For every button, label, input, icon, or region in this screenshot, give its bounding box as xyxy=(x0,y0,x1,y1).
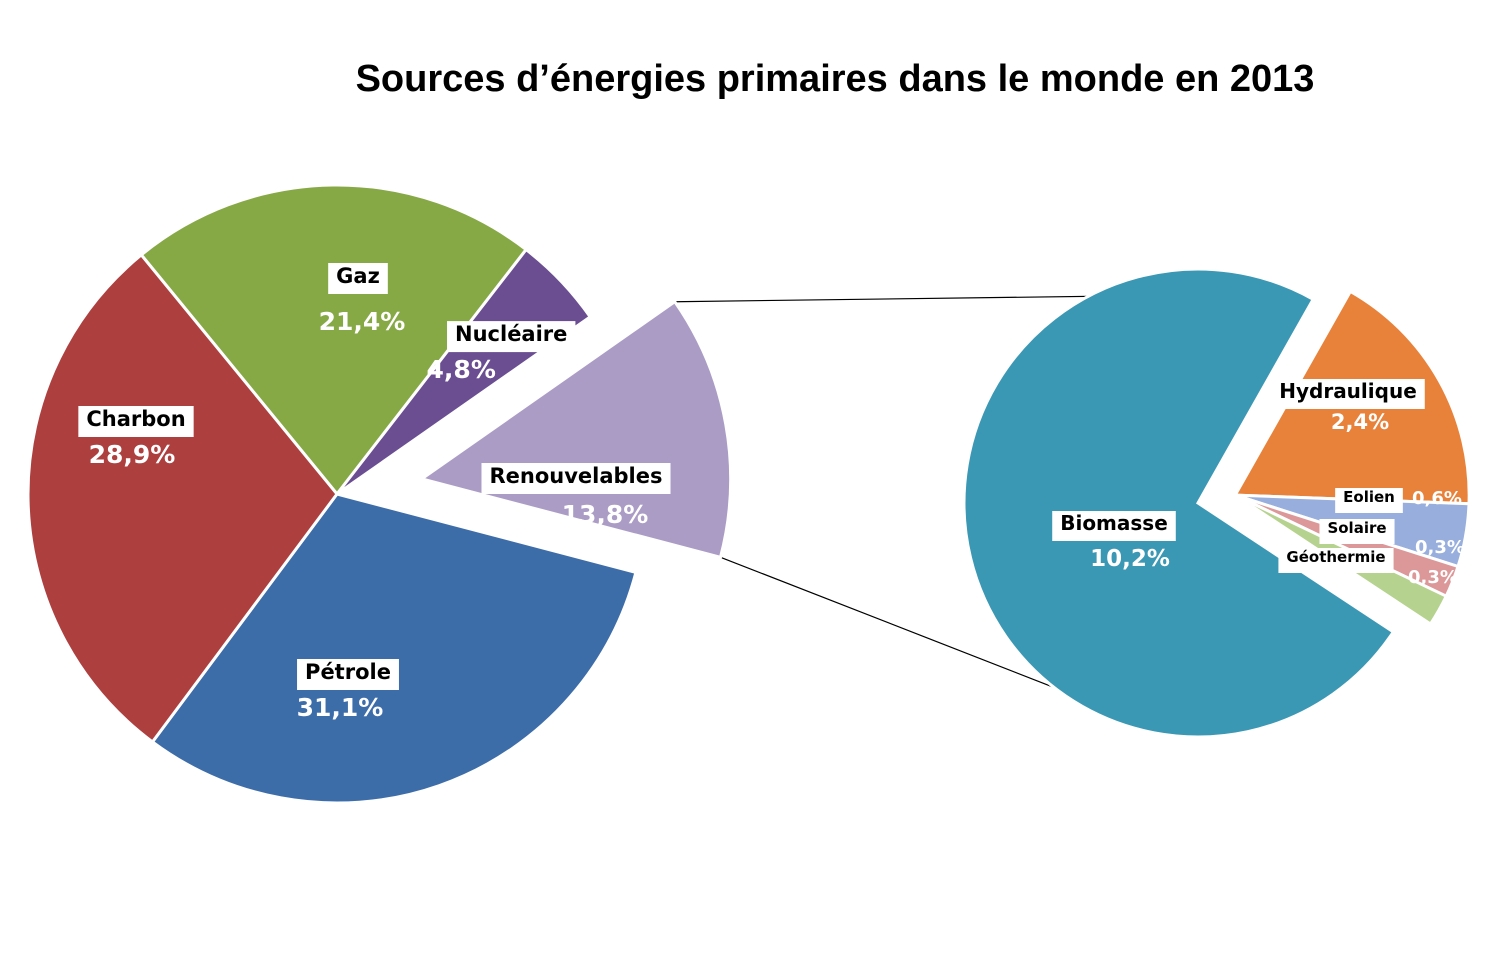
slice-name-label: Gaz xyxy=(336,264,380,288)
slice-name-label: Eolien xyxy=(1343,488,1395,506)
label-eolien: Eolien 0,6% xyxy=(1335,488,1462,513)
slice-name-background xyxy=(78,406,194,437)
slice-nucleaire xyxy=(335,247,593,496)
label-solaire: Solaire 0,3% xyxy=(1319,519,1465,558)
label-biomasse: Biomasse 10,2% xyxy=(1052,511,1176,572)
slice-value-label: 0,3% xyxy=(1415,537,1465,558)
slice-name-label: Hydraulique xyxy=(1279,379,1417,403)
slice-name-background xyxy=(447,321,576,353)
slice-gaz xyxy=(139,183,529,497)
connector-line-bottom xyxy=(720,556,1055,688)
slice-petrole xyxy=(150,492,638,805)
slice-name-label: Biomasse xyxy=(1060,511,1168,535)
label-petrole: Pétrole 31,1% xyxy=(297,659,399,722)
slice-name-background xyxy=(328,263,388,294)
chart-title: Sources d’énergies primaires dans le mon… xyxy=(355,58,1315,100)
label-geothermie: Géothermie 0,3% xyxy=(1278,548,1458,588)
label-hydraulique: Hydraulique 2,4% xyxy=(1271,379,1425,434)
slice-name-background xyxy=(1319,519,1395,544)
slice-name-label: Renouvelables xyxy=(489,464,662,488)
label-charbon: Charbon 28,9% xyxy=(78,406,194,469)
slice-name-label: Charbon xyxy=(86,407,185,431)
slice-name-label: Nucléaire xyxy=(455,322,567,346)
slice-charbon xyxy=(26,252,339,745)
slice-name-background xyxy=(1052,511,1176,541)
slice-value-label: 13,8% xyxy=(562,500,649,529)
slice-name-label: Géothermie xyxy=(1286,548,1385,566)
slice-value-label: 28,9% xyxy=(89,440,176,469)
slice-value-label: 31,1% xyxy=(297,693,384,722)
slice-labels: Gaz 21,4% Nucléaire 4,8% Renouvelables 13,8% P… xyxy=(78,263,1465,722)
slice-name-label: Solaire xyxy=(1327,519,1386,537)
slice-value-label: 0,6% xyxy=(1412,488,1462,509)
slice-value-label: 10,2% xyxy=(1090,546,1170,572)
slice-value-label: 2,4% xyxy=(1331,410,1389,434)
slice-value-label: 21,4% xyxy=(319,307,406,336)
slice-name-background xyxy=(481,463,671,494)
slice-name-background xyxy=(1271,379,1425,409)
slice-value-label: 0,3% xyxy=(1408,567,1458,588)
slice-name-label: Pétrole xyxy=(305,660,391,684)
label-renouvelables: Renouvelables 13,8% xyxy=(481,463,671,529)
label-gaz: Gaz 21,4% xyxy=(319,263,406,336)
slice-name-background xyxy=(1335,488,1403,513)
slice-value-label: 4,8% xyxy=(427,355,496,384)
slice-name-background xyxy=(297,659,399,690)
slice-biomasse xyxy=(962,267,1396,739)
label-nucleaire: Nucléaire 4,8% xyxy=(427,321,576,384)
slice-name-background xyxy=(1278,548,1394,573)
